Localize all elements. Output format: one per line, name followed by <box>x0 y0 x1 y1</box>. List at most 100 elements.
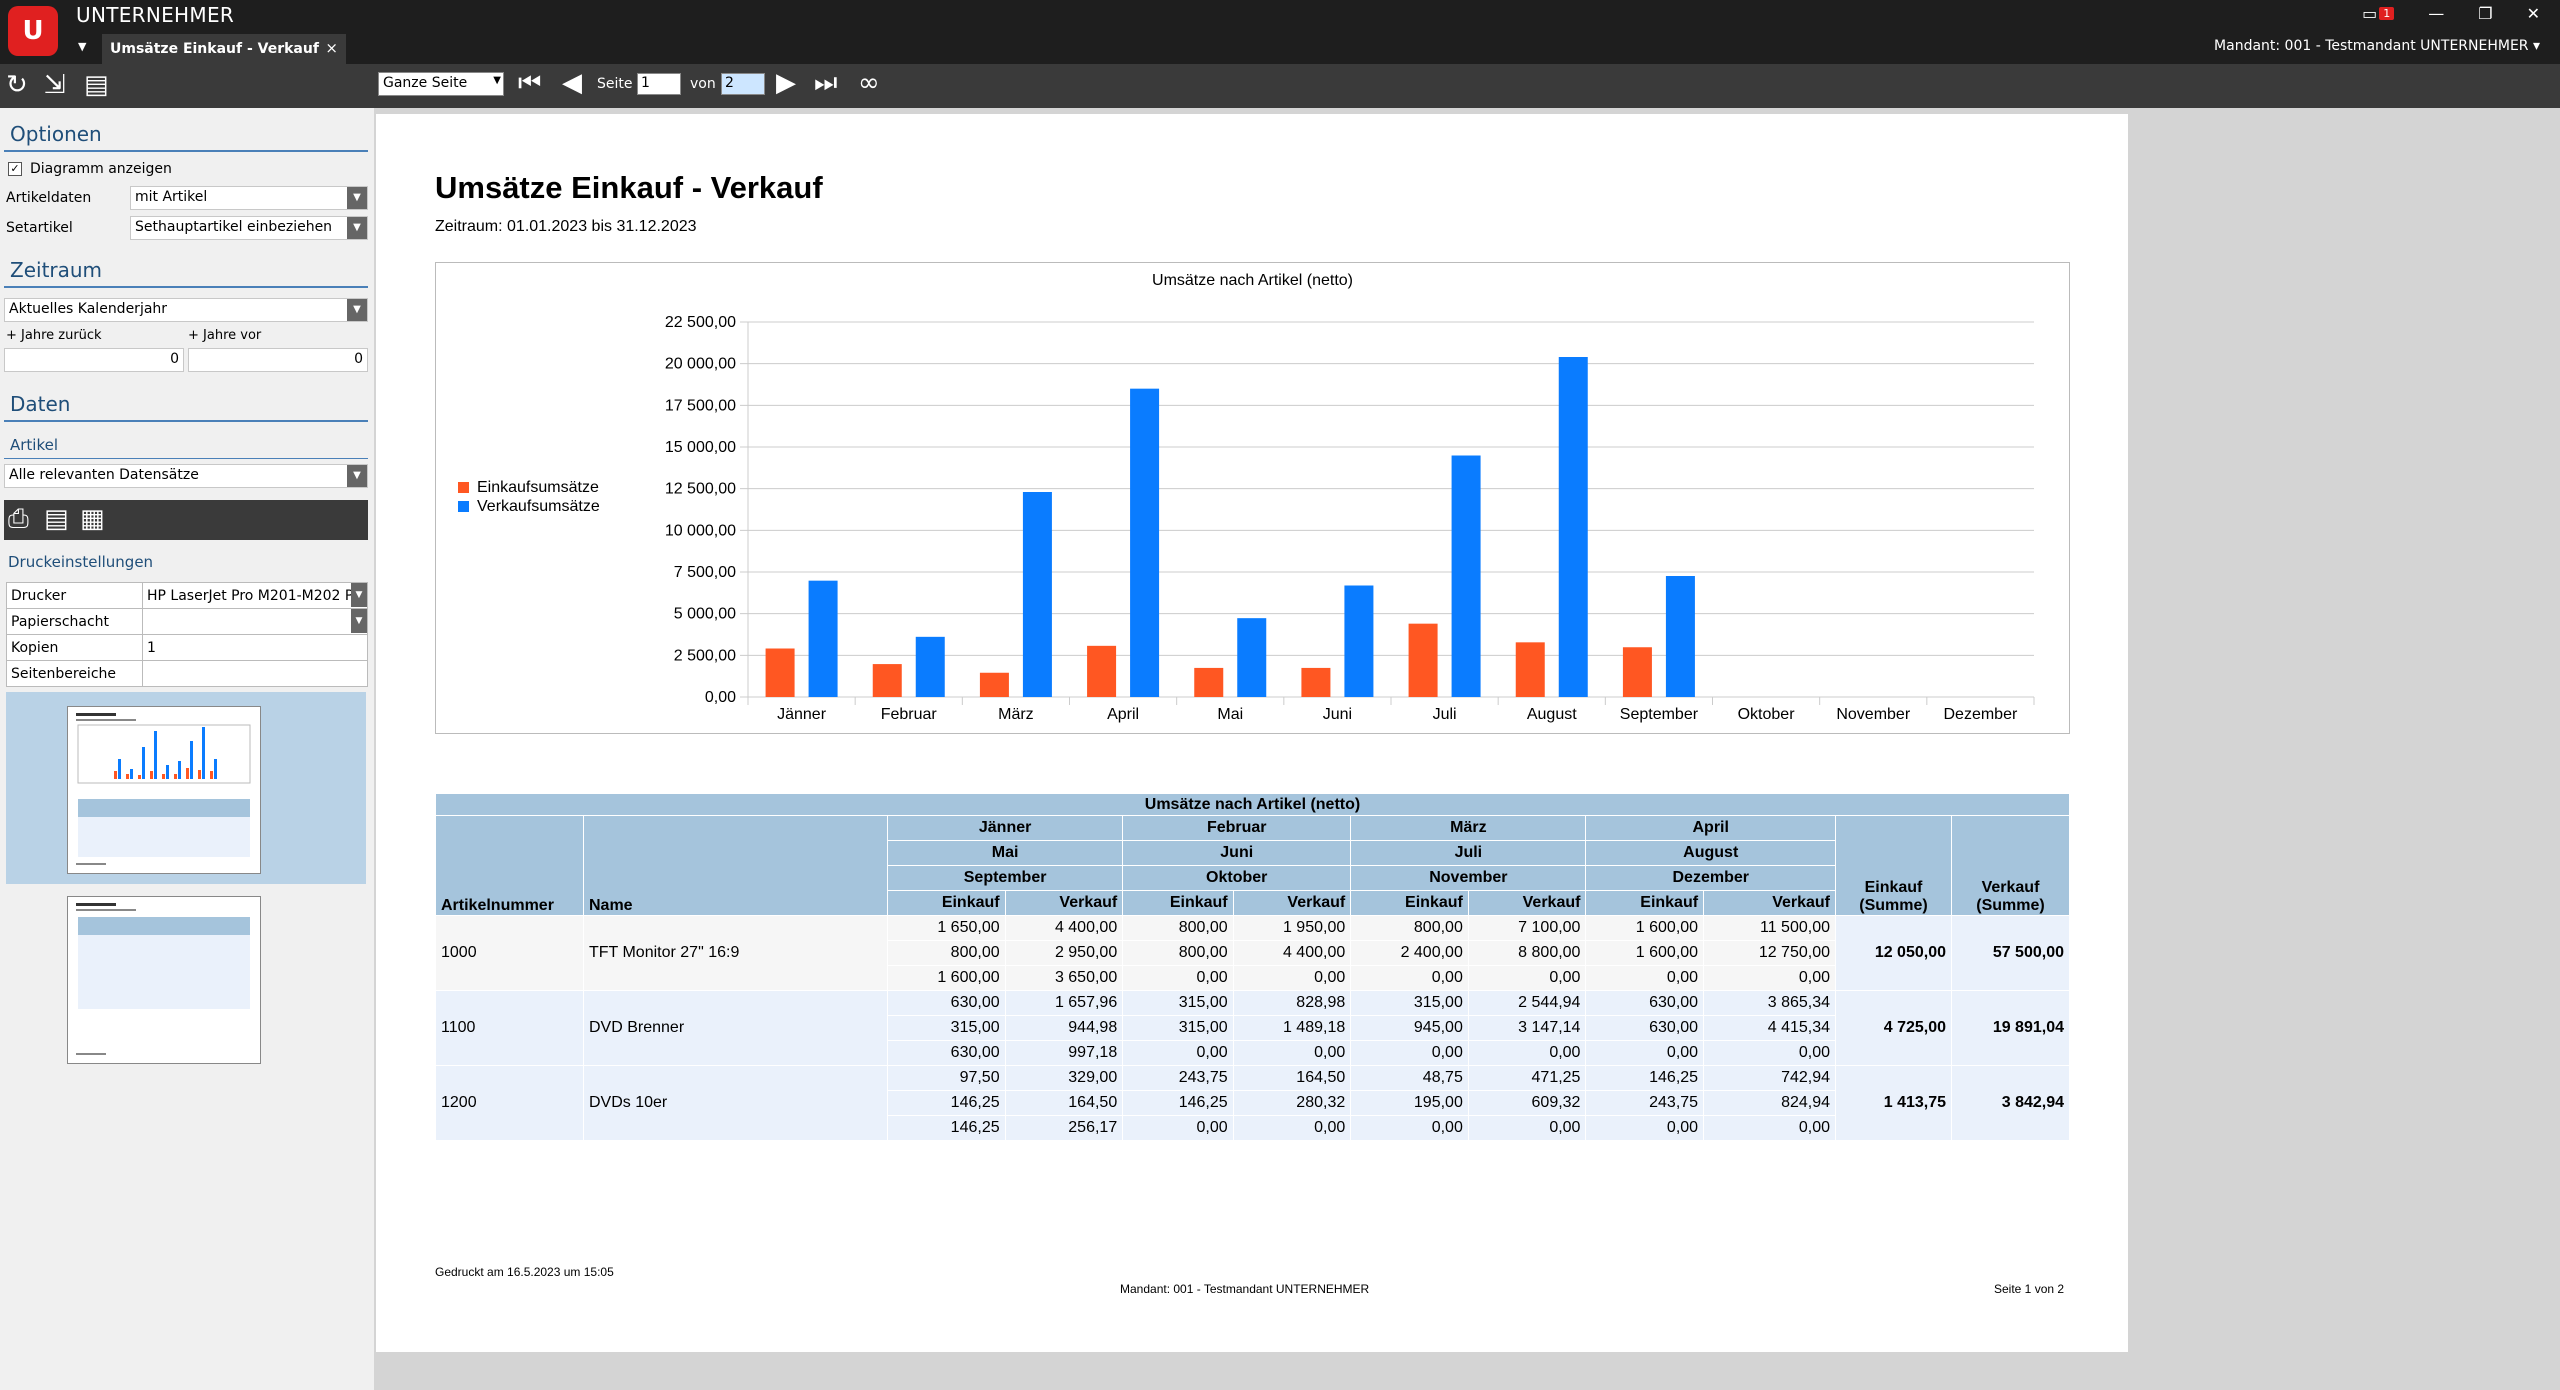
thumbnail-preview-1 <box>76 713 251 865</box>
chart-plot: 0,00 2 500,00 5 000,00 7 500,00 10 000,00 12 … <box>665 314 2035 723</box>
zoom-value: Ganze Seite <box>383 75 468 91</box>
x-tick-label: Juli <box>1433 706 1457 723</box>
copy-document-icon[interactable]: ▤ <box>84 70 109 100</box>
y-tick-label: 22 500,00 <box>665 314 736 331</box>
value-cell: 0,00 <box>1703 1040 1836 1066</box>
name-cell: DVDs 10er <box>583 1065 888 1141</box>
printer-select[interactable]: HP LaserJet Pro M201-M202 P ▼ <box>142 582 368 609</box>
years-forward-label: + Jahre vor <box>188 328 262 343</box>
value-cell: 97,50 <box>887 1065 1006 1091</box>
footer-page: Seite 1 von 2 <box>1994 1282 2065 1296</box>
print-preview-icon[interactable]: ▦ <box>80 504 105 534</box>
refresh-icon[interactable]: ↻ <box>6 70 28 100</box>
page-thumbnail-1[interactable] <box>67 706 261 874</box>
chevron-down-icon: ▼ <box>493 75 501 86</box>
papierschacht-select[interactable]: ▼ <box>142 608 368 635</box>
legend-item-verkauf: Verkaufsumsätze <box>458 497 600 516</box>
sum-verkauf-cell: 3 842,94 <box>1951 1065 2070 1141</box>
value-cell: 0,00 <box>1232 965 1352 991</box>
page-thumbnail-2[interactable] <box>67 896 261 1064</box>
print-row-drucker: Drucker HP LaserJet Pro M201-M202 P ▼ <box>6 582 368 609</box>
seitenbereiche-input[interactable] <box>142 660 368 687</box>
mandant-selector[interactable]: Mandant: 001 - Testmandant UNTERNEHMER ▾ <box>2214 38 2540 54</box>
setartikel-select[interactable]: Sethauptartikel einbeziehen ▼ <box>130 216 368 240</box>
printer-icon[interactable]: ⎙ <box>8 504 29 534</box>
next-page-icon[interactable]: ▶ <box>776 68 796 98</box>
tab-umsaetze[interactable]: Umsätze Einkauf - Verkauf × <box>102 34 346 64</box>
artikel-value: Alle relevanten Datensätze <box>9 467 199 483</box>
chevron-down-icon: ▼ <box>351 609 367 633</box>
bar-verkauf <box>1344 585 1374 697</box>
value-cell: 0,00 <box>1467 1115 1587 1141</box>
tab-close-icon[interactable]: × <box>325 39 338 57</box>
value-cell: 742,94 <box>1703 1065 1836 1091</box>
tab-menu-arrow-icon[interactable]: ▼ <box>78 40 87 53</box>
table-row: 146,25 164,50 146,25 280,32 195,00 609,32 243,… <box>436 1090 2070 1116</box>
bar-einkauf <box>1087 645 1117 697</box>
print-copies-icon[interactable]: ▤ <box>44 504 69 534</box>
value-cell: 256,17 <box>1004 1115 1124 1141</box>
chart-title: Umsätze nach Artikel (netto) <box>1152 272 1353 289</box>
zoom-select[interactable]: Ganze Seite ▼ <box>378 72 504 96</box>
value-cell: 0,00 <box>1232 1115 1352 1141</box>
value-cell: 944,98 <box>1004 1015 1124 1041</box>
legend-item-einkauf: Einkaufsumsätze <box>458 478 600 497</box>
col-verkauf: Verkauf <box>1467 890 1587 916</box>
table-body: 1000 TFT Monitor 27" 16:9 1 650,00 4 400,00… <box>435 915 2070 1141</box>
col-einkauf: Einkauf <box>1122 890 1234 916</box>
value-cell: 146,25 <box>887 1090 1006 1116</box>
value-cell: 1 950,00 <box>1232 915 1352 941</box>
page-input[interactable]: 1 <box>637 73 681 95</box>
table-row: 1000 TFT Monitor 27" 16:9 1 650,00 4 400,00… <box>435 915 2070 991</box>
value-cell: 997,18 <box>1004 1040 1124 1066</box>
bar-verkauf <box>1558 357 1588 697</box>
edit-arrow-icon[interactable]: ⇲ <box>44 70 66 100</box>
page-count-field[interactable]: 2 <box>721 73 765 95</box>
last-page-icon[interactable]: ⏭ <box>814 68 838 98</box>
month-header: August <box>1585 840 1836 866</box>
print-row-papierschacht: Papierschacht ▼ <box>6 608 368 635</box>
x-tick-label: September <box>1620 706 1699 723</box>
value-cell: 7 100,00 <box>1467 915 1587 941</box>
restore-icon[interactable]: ❐ <box>2478 4 2493 23</box>
thumbnail-preview-2 <box>76 903 250 1055</box>
first-page-icon[interactable]: ⏮ <box>518 68 542 98</box>
close-icon[interactable]: ✕ <box>2526 4 2540 23</box>
zeitraum-select[interactable]: Aktuelles Kalenderjahr ▼ <box>4 298 368 322</box>
print-row-kopien: Kopien 1 <box>6 634 368 661</box>
artikeldaten-select[interactable]: mit Artikel ▼ <box>130 186 368 210</box>
legend-swatch <box>458 482 469 493</box>
glasses-icon[interactable]: ∞ <box>858 68 880 98</box>
footer-printed: Gedruckt am 16.5.2023 um 15:05 <box>435 1265 614 1279</box>
x-tick-label: Mai <box>1217 706 1243 723</box>
bar-einkauf <box>1515 642 1545 697</box>
value-cell: 12 750,00 <box>1703 940 1836 966</box>
value-cell: 2 950,00 <box>1004 940 1124 966</box>
section-title-daten: Daten <box>10 392 71 416</box>
minimize-icon[interactable]: — <box>2428 4 2445 23</box>
previous-page-icon[interactable]: ◀ <box>562 68 582 98</box>
app-logo[interactable]: U <box>8 6 58 56</box>
bar-verkauf <box>1665 576 1695 697</box>
artikel-select[interactable]: Alle relevanten Datensätze ▼ <box>4 464 368 488</box>
years-back-input[interactable]: 0 <box>4 348 184 372</box>
y-tick-label: 17 500,00 <box>665 397 736 414</box>
value-cell: 0,00 <box>1122 1040 1234 1066</box>
value-cell: 329,00 <box>1004 1065 1124 1091</box>
month-header: Oktober <box>1122 865 1352 891</box>
kopien-input[interactable]: 1 <box>142 634 368 661</box>
show-chart-checkbox[interactable]: ✓ <box>8 162 22 176</box>
setartikel-value: Sethauptartikel einbeziehen <box>135 219 333 235</box>
years-forward-input[interactable]: 0 <box>188 348 368 372</box>
divider <box>4 150 368 152</box>
month-header: Februar <box>1122 815 1352 841</box>
legend-label: Einkaufsumsätze <box>477 478 599 496</box>
print-toolbar: ⎙ ▤ ▦ <box>4 500 368 540</box>
table-row: 800,00 2 950,00 800,00 4 400,00 2 400,00 8 80… <box>436 940 2070 966</box>
value-cell: 0,00 <box>1467 965 1587 991</box>
artikeldaten-value: mit Artikel <box>135 189 208 205</box>
bar-verkauf <box>808 580 838 697</box>
value-cell: 800,00 <box>1350 915 1469 941</box>
table-row: 1200 DVDs 10er 97,50 329,00 243,75 164,50 48,7… <box>435 1065 2070 1141</box>
notification-button[interactable]: ▭ 1 <box>2362 4 2395 23</box>
